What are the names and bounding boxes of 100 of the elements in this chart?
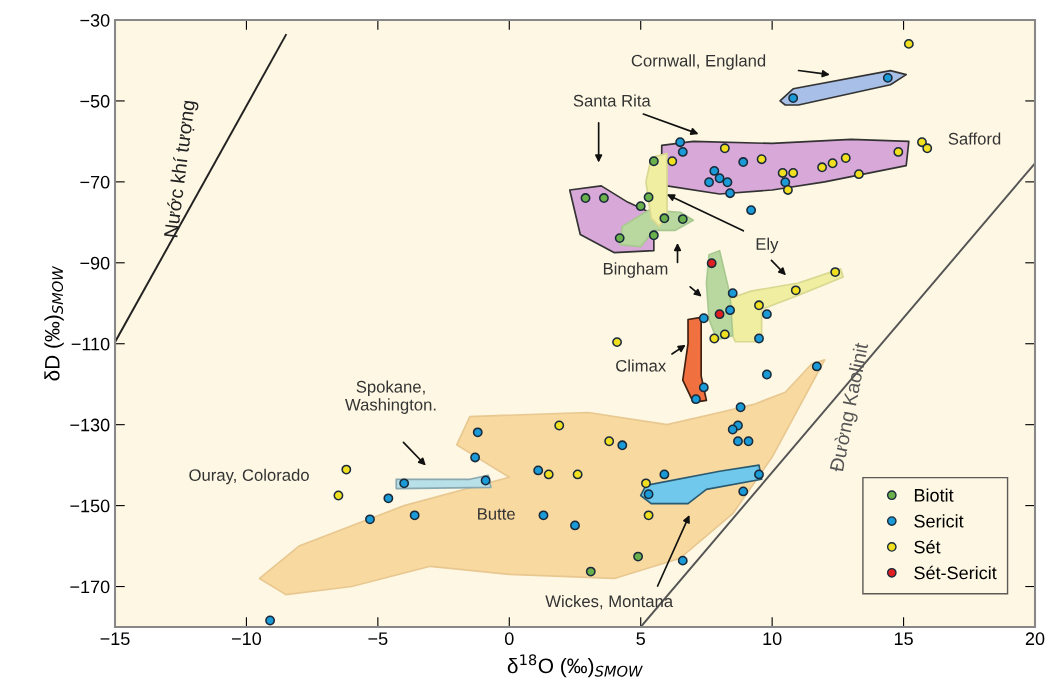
y-tick-label: −70 bbox=[80, 175, 110, 189]
point bbox=[383, 493, 394, 504]
point bbox=[533, 465, 544, 476]
text: Đường Kaolinit bbox=[828, 341, 873, 474]
point bbox=[641, 478, 651, 489]
x-tick-label: 20 bbox=[1025, 632, 1045, 646]
point bbox=[827, 158, 838, 169]
annotation: Santa Rita bbox=[573, 94, 651, 107]
point bbox=[893, 146, 904, 157]
x-tick-label: −10 bbox=[232, 632, 262, 646]
annotation: Safford bbox=[948, 132, 1001, 145]
point bbox=[667, 156, 678, 167]
point bbox=[604, 436, 615, 447]
point bbox=[714, 173, 725, 184]
point bbox=[754, 469, 764, 480]
x-tick-label: −5 bbox=[368, 632, 388, 646]
x-tick-label: 10 bbox=[763, 632, 782, 646]
point bbox=[675, 137, 686, 148]
point bbox=[659, 469, 670, 480]
legend-label: Sét-Sericit bbox=[914, 565, 997, 580]
point bbox=[788, 93, 799, 104]
point bbox=[598, 193, 609, 203]
point bbox=[743, 436, 754, 447]
point bbox=[780, 177, 791, 188]
x-tick-label: −15 bbox=[100, 632, 130, 646]
point bbox=[733, 436, 743, 447]
point bbox=[580, 193, 591, 203]
point bbox=[738, 486, 749, 497]
point bbox=[704, 177, 714, 188]
annotation: Butte bbox=[478, 508, 515, 520]
point bbox=[690, 394, 701, 405]
x-tick-label: 5 bbox=[636, 632, 645, 646]
point bbox=[612, 337, 622, 348]
point bbox=[698, 313, 709, 324]
point bbox=[333, 490, 344, 501]
point bbox=[754, 300, 764, 311]
point bbox=[817, 162, 828, 173]
point bbox=[554, 420, 565, 431]
point bbox=[480, 475, 491, 486]
y-tick-label: −90 bbox=[80, 256, 110, 270]
legend-label: Sét bbox=[914, 539, 941, 554]
point bbox=[709, 333, 720, 344]
point bbox=[472, 427, 483, 438]
point bbox=[790, 285, 801, 296]
point bbox=[538, 510, 549, 521]
y-tick-label: −50 bbox=[80, 94, 110, 108]
point bbox=[643, 489, 654, 500]
y-axis-title: δD (‰)$_{SMOW}$ bbox=[44, 265, 64, 381]
point bbox=[882, 72, 893, 83]
point bbox=[470, 452, 481, 463]
point bbox=[840, 153, 851, 163]
annotation: Ouray, Colorado bbox=[189, 468, 309, 485]
annotation: Bingham bbox=[603, 262, 668, 278]
y-tick-label: −110 bbox=[71, 337, 110, 351]
legend-label: Sericit bbox=[914, 514, 964, 528]
point bbox=[727, 288, 738, 299]
point bbox=[659, 213, 670, 224]
point bbox=[754, 333, 764, 344]
x-axis-title: δ$^{18}$O (‰)$_{SMOW}$ bbox=[507, 654, 643, 678]
annotation: Climax bbox=[616, 359, 666, 372]
point bbox=[706, 258, 717, 269]
x-tick-label: 15 bbox=[894, 632, 913, 646]
annotation: Spokane, Washington. bbox=[345, 380, 436, 414]
point bbox=[735, 402, 746, 413]
legend-label: Biotit bbox=[914, 488, 954, 502]
y-tick-label: −30 bbox=[80, 13, 110, 27]
point bbox=[409, 510, 420, 521]
point bbox=[365, 514, 375, 525]
y-tick-label: −150 bbox=[70, 499, 110, 513]
point bbox=[725, 305, 736, 316]
point bbox=[698, 382, 709, 393]
point bbox=[714, 309, 725, 320]
point bbox=[643, 192, 654, 203]
x-tick-label: 0 bbox=[504, 632, 514, 646]
point bbox=[830, 267, 841, 278]
point bbox=[265, 615, 276, 626]
point bbox=[782, 185, 793, 195]
point bbox=[543, 469, 554, 480]
point bbox=[725, 188, 736, 199]
point bbox=[614, 233, 625, 244]
point bbox=[738, 157, 749, 167]
point bbox=[635, 201, 646, 212]
point bbox=[777, 168, 788, 178]
point bbox=[722, 177, 733, 188]
point bbox=[570, 520, 580, 531]
y-tick-label: −130 bbox=[70, 418, 110, 432]
point bbox=[709, 166, 720, 176]
point bbox=[727, 424, 738, 435]
point bbox=[719, 329, 730, 340]
point bbox=[922, 143, 933, 154]
point bbox=[677, 214, 688, 225]
y-tick-label: −170 bbox=[70, 580, 110, 594]
point bbox=[719, 143, 730, 154]
point bbox=[756, 154, 767, 165]
point bbox=[746, 205, 757, 216]
point bbox=[761, 309, 772, 320]
point bbox=[788, 168, 799, 178]
point bbox=[643, 510, 654, 521]
point bbox=[677, 146, 688, 157]
point bbox=[917, 137, 927, 148]
